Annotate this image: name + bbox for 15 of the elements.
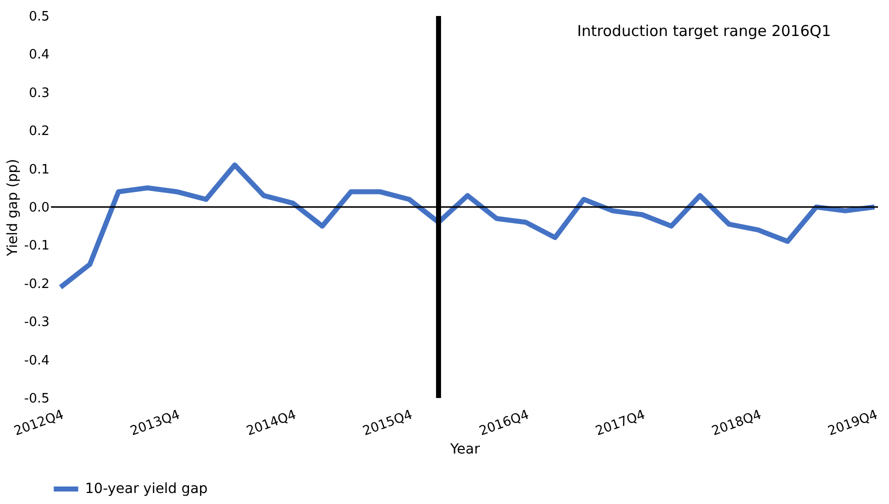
y-tick-label: -0.3 (24, 315, 50, 330)
annotation: Introduction target range 2016Q1 (577, 22, 831, 40)
y-tick-label: 0.3 (28, 86, 50, 101)
y-tick-label: 0.4 (28, 48, 50, 63)
y-tick-label: -0.5 (24, 392, 50, 406)
y-axis-title: Yield gap (pp) (5, 158, 22, 258)
y-tick-label: 0.2 (28, 124, 50, 140)
x-axis-title: Year (449, 441, 480, 458)
y-tick-label: -0.2 (24, 276, 50, 292)
legend-label: 10-year yield gap (85, 481, 208, 497)
y-tick-label: 0.0 (28, 200, 50, 216)
y-tick-label: 0.1 (28, 162, 50, 178)
y-tick-label: -0.1 (24, 238, 50, 254)
y-tick-label: 0.5 (28, 10, 50, 24)
y-tick-label: -0.4 (24, 353, 50, 368)
